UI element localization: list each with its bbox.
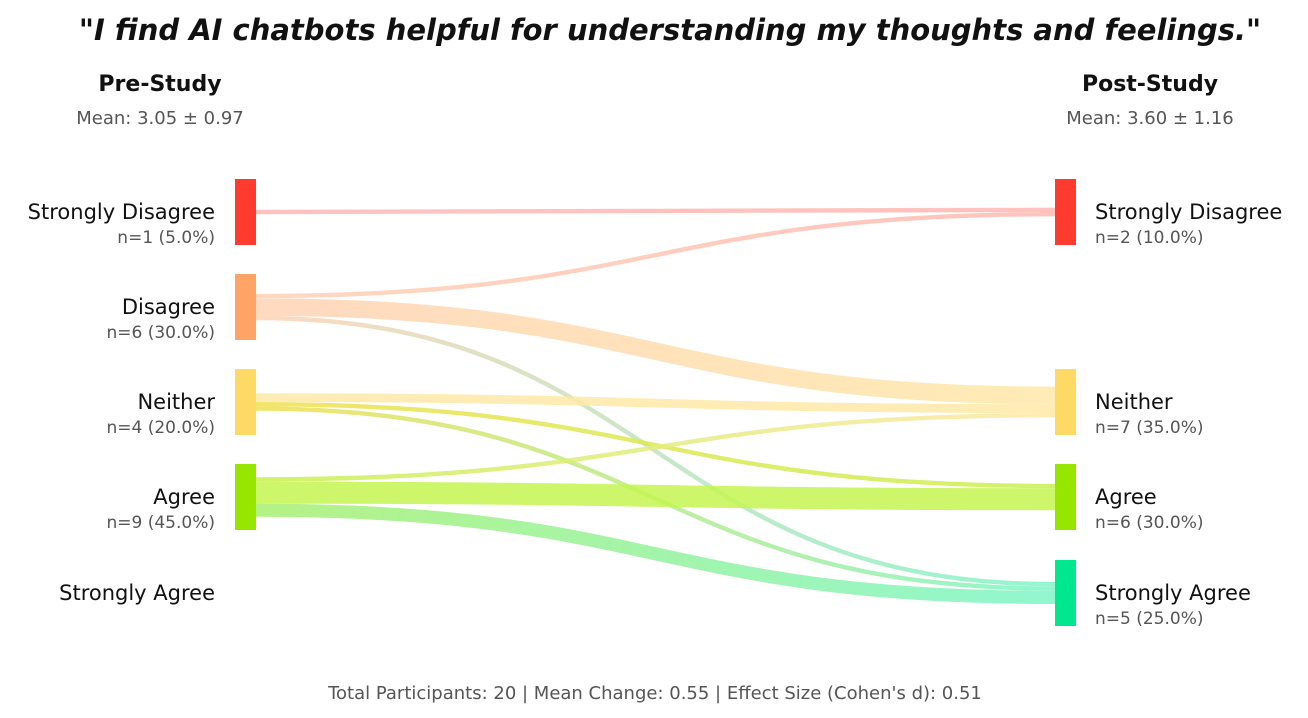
flow-1-to-2: [255, 298, 1056, 405]
post-node-label-4: Strongly Agree: [1095, 581, 1251, 605]
pre-node-label-2: Neither: [137, 390, 215, 414]
pre-node-bar-1: [235, 274, 256, 340]
post-node-detail-2: n=7 (35.0%): [1095, 418, 1204, 438]
flow-1-to-0: [255, 212, 1056, 299]
post-study-nodes: Strongly Disagree n=2 (10.0%) Neither n=7 (…: [1055, 179, 1282, 629]
post-node-detail-3: n=6 (30.0%): [1095, 513, 1204, 533]
post-node-detail-0: n=2 (10.0%): [1095, 228, 1204, 248]
pre-node-label-0: Strongly Disagree: [28, 200, 215, 224]
pre-node-detail-1: n=6 (30.0%): [106, 323, 215, 343]
post-study-heading: Post-Study: [1082, 72, 1218, 97]
pre-node-label-1: Disagree: [122, 295, 215, 319]
flows-layer: [255, 207, 1056, 604]
pre-node-bar-3: [235, 464, 256, 530]
post-node-bar-0: [1055, 179, 1076, 245]
post-node-detail-4: n=5 (25.0%): [1095, 609, 1204, 629]
pre-node-detail-0: n=1 (5.0%): [117, 228, 215, 248]
pre-node-bar-0: [235, 179, 256, 245]
pre-study-heading: Pre-Study: [98, 72, 221, 97]
pre-node-label-4: Strongly Agree: [59, 581, 215, 605]
footer-summary: Total Participants: 20 | Mean Change: 0.…: [327, 683, 982, 704]
post-study-mean: Mean: 3.60 ± 1.16: [1066, 108, 1234, 129]
post-node-bar-4: [1055, 560, 1076, 626]
chart-title: "I find AI chatbots helpful for understa…: [79, 13, 1261, 47]
flow-3-to-3: [255, 481, 1056, 511]
post-node-label-2: Neither: [1095, 390, 1173, 414]
flow-2-to-2: [255, 393, 1056, 413]
post-node-label-3: Agree: [1095, 485, 1157, 509]
pre-node-detail-2: n=4 (20.0%): [106, 418, 215, 438]
post-node-bar-2: [1055, 369, 1076, 435]
flow-3-to-2: [255, 413, 1056, 482]
post-node-bar-3: [1055, 464, 1076, 530]
pre-node-detail-3: n=9 (45.0%): [106, 513, 215, 533]
post-node-label-0: Strongly Disagree: [1095, 200, 1282, 224]
pre-study-nodes: Strongly Disagree n=1 (5.0%) Disagree n=6 (…: [28, 179, 256, 605]
flow-0-to-0: [255, 207, 1056, 215]
flow-1-to-4: [255, 315, 1056, 587]
pre-node-bar-2: [235, 369, 256, 435]
pre-node-label-3: Agree: [153, 485, 215, 509]
pre-study-mean: Mean: 3.05 ± 0.97: [76, 108, 244, 129]
flow-3-to-4: [255, 503, 1056, 604]
